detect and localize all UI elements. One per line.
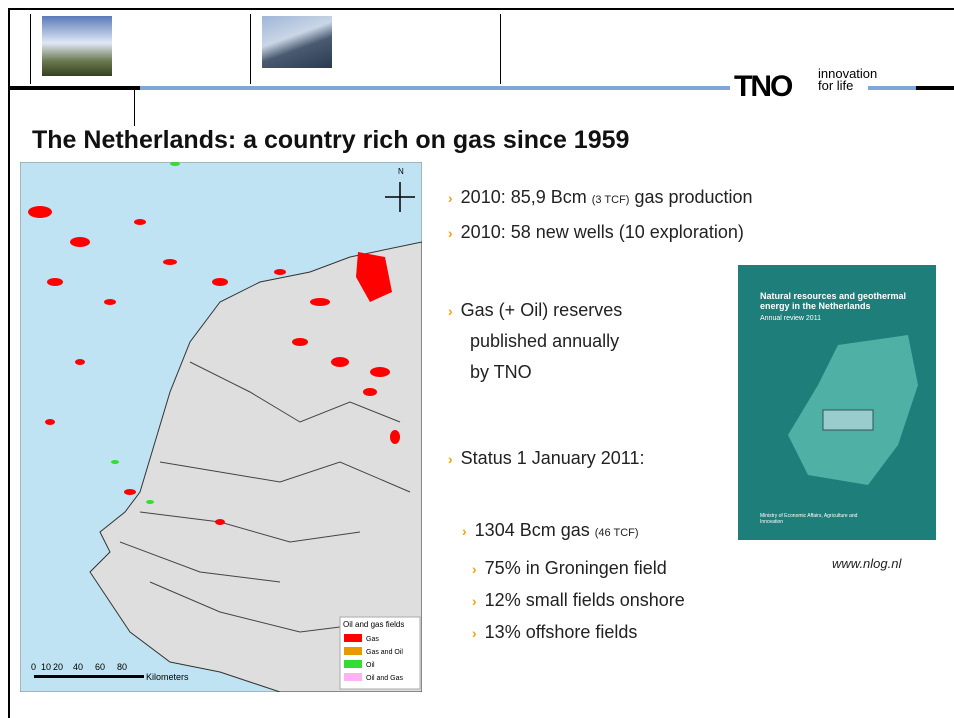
divider	[30, 14, 31, 84]
legend-label: Oil	[366, 662, 375, 669]
legend-swatch	[344, 634, 362, 642]
divider	[134, 86, 135, 126]
scale-label: 80	[117, 662, 127, 672]
legend-swatch	[344, 660, 362, 668]
logo: TNO	[734, 70, 791, 104]
bullet-icon: ›	[472, 561, 477, 577]
bullet-text: 12% small fields onshore	[485, 590, 685, 610]
legend-swatch	[344, 647, 362, 655]
bullet-text: by TNO	[470, 362, 622, 383]
scale-label: 10	[41, 662, 51, 672]
bullet: › 2010: 85,9 Bcm (3 TCF) gas production	[448, 187, 753, 208]
top-rule	[10, 8, 954, 10]
bullet-icon: ›	[448, 190, 453, 206]
header-bar	[140, 86, 730, 90]
bullet-text: 75% in Groningen field	[485, 558, 667, 578]
bullet-icon: ›	[448, 225, 453, 241]
bullet-text: Status 1 January 2011:	[461, 448, 645, 468]
cover-subtitle: Annual review 2011	[760, 315, 821, 322]
slide: TNO innovationfor life The Netherlands: …	[0, 0, 954, 718]
bullet-icon: ›	[448, 451, 453, 467]
legend-title: Oil and gas fields	[343, 620, 404, 629]
legend-label: Gas and Oil	[366, 649, 403, 656]
scale-label: 40	[73, 662, 83, 672]
bullet: › 2010: 58 new wells (10 exploration)	[448, 222, 744, 243]
bullet-text: 2010: 58 new wells (10 exploration)	[461, 222, 744, 242]
north-label: N	[398, 167, 404, 176]
cover-title: Natural resources and geothermal energy …	[760, 291, 930, 311]
report-cover: Natural resources and geothermal energy …	[738, 265, 936, 540]
bullet: › 1304 Bcm gas (46 TCF)	[462, 520, 639, 541]
scale-label: 60	[95, 662, 105, 672]
bullet-text: (3 TCF)	[592, 194, 630, 206]
scale-label: 0	[31, 662, 36, 672]
header-photo	[262, 16, 332, 68]
header-bar	[10, 86, 140, 90]
bullet: › 13% offshore fields	[472, 622, 637, 643]
bullet-text: published annually	[470, 331, 622, 352]
left-rule	[8, 8, 10, 718]
tagline-line: for life	[818, 80, 877, 92]
bullet-text: (46 TCF)	[595, 527, 639, 539]
bullet-text: gas production	[629, 187, 752, 207]
divider	[500, 14, 501, 84]
legend-swatch	[344, 673, 362, 681]
map: N Oil and gas fields Gas Gas and Oil Oil Oi…	[20, 162, 422, 692]
cover-map	[768, 325, 928, 495]
bullet-icon: ›	[472, 593, 477, 609]
legend-label: Oil and Gas	[366, 675, 403, 682]
bullet-text: Gas (+ Oil) reserves	[461, 300, 623, 320]
bullet: › Gas (+ Oil) reserves published annually b…	[448, 300, 622, 383]
cover-ministry: Ministry of Economic Affairs, Agricultur…	[760, 513, 880, 525]
bullet: › 75% in Groningen field	[472, 558, 667, 579]
header-photo	[42, 16, 112, 76]
bullet-text: 1304 Bcm gas	[475, 520, 595, 540]
bullet-icon: ›	[472, 625, 477, 641]
link-text: www.nlog.nl	[832, 556, 901, 571]
slide-title: The Netherlands: a country rich on gas s…	[32, 126, 629, 155]
bullet-text: 2010: 85,9 Bcm	[461, 187, 592, 207]
bullet: › Status 1 January 2011:	[448, 448, 644, 469]
bullet-icon: ›	[448, 303, 453, 319]
scale-label: 20	[53, 662, 63, 672]
scale-bar-line	[34, 675, 144, 678]
bullet: › 12% small fields onshore	[472, 590, 685, 611]
bullet-icon: ›	[462, 523, 467, 539]
header-bar	[916, 86, 954, 90]
divider	[250, 14, 251, 84]
bullet-text: 13% offshore fields	[485, 622, 638, 642]
scale-unit: Kilometers	[146, 672, 189, 682]
legend-label: Gas	[366, 636, 379, 643]
